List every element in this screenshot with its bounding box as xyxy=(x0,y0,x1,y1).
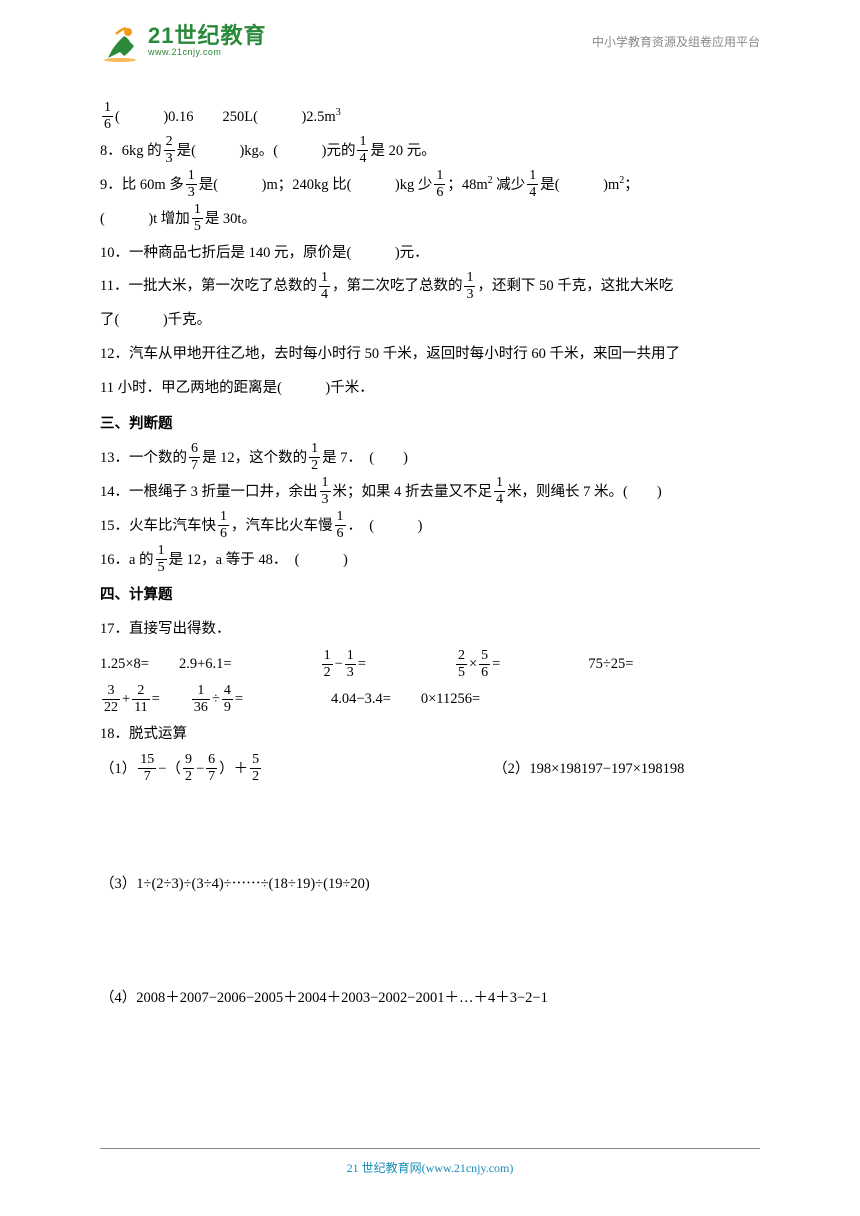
logo-text: 21世纪教育 www.21cnjy.com xyxy=(148,25,266,57)
q18-3: （3）1÷(2÷3)÷(3÷4)÷⋯⋯÷(18÷19)÷(19÷20) xyxy=(100,869,760,901)
q11-line1: 11．一批大米，第一次吃了总数的14，第二次吃了总数的13，还剩下 50 千克，… xyxy=(100,271,760,303)
logo-url: www.21cnjy.com xyxy=(148,47,266,57)
fraction: 67 xyxy=(189,442,200,473)
page-header: 21世纪教育 www.21cnjy.com 中小学教育资源及组卷应用平台 xyxy=(0,0,860,72)
q17-row2: 322 + 211= 136 ÷ 49= 4.04−3.4= 0×11256= xyxy=(100,684,760,716)
fraction: 14 xyxy=(357,135,368,166)
logo-title: 21世纪教育 xyxy=(148,25,266,47)
runner-icon xyxy=(100,20,142,62)
q18-1: （1）157−（92−67）＋52 xyxy=(100,754,263,786)
q15: 15．火车比汽车快16，汽车比火车慢16． ( ) xyxy=(100,511,760,543)
q12-line2: 11 小时．甲乙两地的距离是( )千米． xyxy=(100,373,760,405)
document-body: 16( )0.16 250L( )2.5m3 8．6kg 的23是( )kg。(… xyxy=(0,72,860,1037)
q12-line1: 12．汽车从甲地开往乙地，去时每小时行 50 千米，返回时每小时行 60 千米，… xyxy=(100,339,760,371)
section-3-header: 三、判断题 xyxy=(100,409,760,441)
q11-line2: 了( )千克。 xyxy=(100,305,760,337)
fraction: 16 xyxy=(102,101,113,132)
calc-item: 136 ÷ 49= xyxy=(190,684,243,716)
q7-remainder: 16( )0.16 250L( )2.5m3 xyxy=(100,102,760,134)
footer-text: 21 世纪教育网(www.21cnjy.com) xyxy=(347,1161,514,1175)
fraction: 16 xyxy=(335,510,346,541)
q10: 10．一种商品七折后是 140 元，原价是( )元． xyxy=(100,238,760,270)
header-subtitle: 中小学教育资源及组卷应用平台 xyxy=(592,33,760,50)
calc-item: 2.9+6.1= xyxy=(179,649,232,681)
q9-line1: 9．比 60m 多13是( )m；240kg 比( )kg 少16；48m2 减… xyxy=(100,170,760,202)
q18-4: （4）2008＋2007−2006−2005＋2004＋2003−2002−20… xyxy=(100,983,760,1015)
fraction: 14 xyxy=(494,476,505,507)
work-space xyxy=(100,789,760,869)
fraction: 12 xyxy=(309,442,320,473)
calc-item: 1.25×8= xyxy=(100,649,149,681)
calc-item: 0×11256= xyxy=(421,684,480,716)
fraction: 16 xyxy=(434,169,445,200)
q18-row1: （1）157−（92−67）＋52 （2）198×198197−197×1981… xyxy=(100,754,760,786)
section-4-header: 四、计算题 xyxy=(100,580,760,612)
q17-row1: 1.25×8= 2.9+6.1= 12 − 13= 25 × 56= 75÷25… xyxy=(100,649,760,681)
calc-item: 75÷25= xyxy=(588,649,633,681)
q9-line2: ( )t 增加15是 30t。 xyxy=(100,204,760,236)
fraction: 14 xyxy=(527,169,538,200)
fraction: 13 xyxy=(464,271,475,302)
q18-2: （2）198×198197−197×198198 xyxy=(493,754,684,786)
fraction: 15 xyxy=(192,203,203,234)
q14: 14．一根绳子 3 折量一口井，余出13米；如果 4 折去量又不足14米，则绳长… xyxy=(100,477,760,509)
q18: 18．脱式运算 xyxy=(100,719,760,751)
page-footer: 21 世纪教育网(www.21cnjy.com) xyxy=(100,1148,760,1176)
fraction: 13 xyxy=(320,476,331,507)
calc-item: 25 × 56= xyxy=(454,649,500,681)
logo: 21世纪教育 www.21cnjy.com xyxy=(100,20,266,62)
q8: 8．6kg 的23是( )kg。( )元的14是 20 元。 xyxy=(100,136,760,168)
work-space xyxy=(100,903,760,983)
calc-item: 12 − 13= xyxy=(320,649,366,681)
fraction: 15 xyxy=(156,544,167,575)
q13: 13．一个数的67是 12，这个数的12是 7． ( ) xyxy=(100,443,760,475)
fraction: 23 xyxy=(164,135,175,166)
q16: 16．a 的15是 12，a 等于 48． ( ) xyxy=(100,545,760,577)
fraction: 13 xyxy=(186,169,197,200)
fraction: 14 xyxy=(319,271,330,302)
q17: 17．直接写出得数． xyxy=(100,614,760,646)
calc-item: 322 + 211= xyxy=(100,684,160,716)
calc-item: 4.04−3.4= xyxy=(331,684,391,716)
fraction: 16 xyxy=(218,510,229,541)
